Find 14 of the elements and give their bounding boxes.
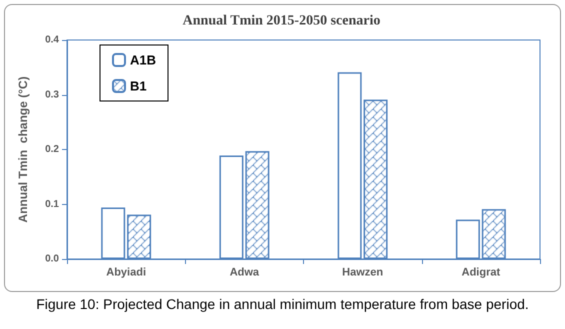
y-tick-label: 0.2 — [45, 144, 60, 155]
y-tick-label: 0.1 — [45, 198, 60, 210]
y-axis-title: Annual Tmin change (°C) — [16, 76, 30, 223]
legend-label: A1B — [130, 52, 156, 68]
x-tick-label: Adwa — [230, 266, 260, 278]
caption: Figure 10: Projected Change in annual minimum temperature from base period. — [35, 296, 530, 312]
x-tick-label: Abyiadi — [106, 266, 146, 278]
y-tick-label: 0.0 — [45, 254, 60, 264]
x-tick-label: Adigrat — [462, 266, 500, 278]
y-tick-label: 0.3 — [45, 89, 60, 100]
y-tick-label: 0.4 — [45, 34, 60, 46]
legend-label: B1 — [130, 78, 147, 94]
chart-title: Annual Tmin 2015-2050 scenario — [182, 14, 380, 28]
x-tick-label: Hawzen — [342, 266, 384, 278]
